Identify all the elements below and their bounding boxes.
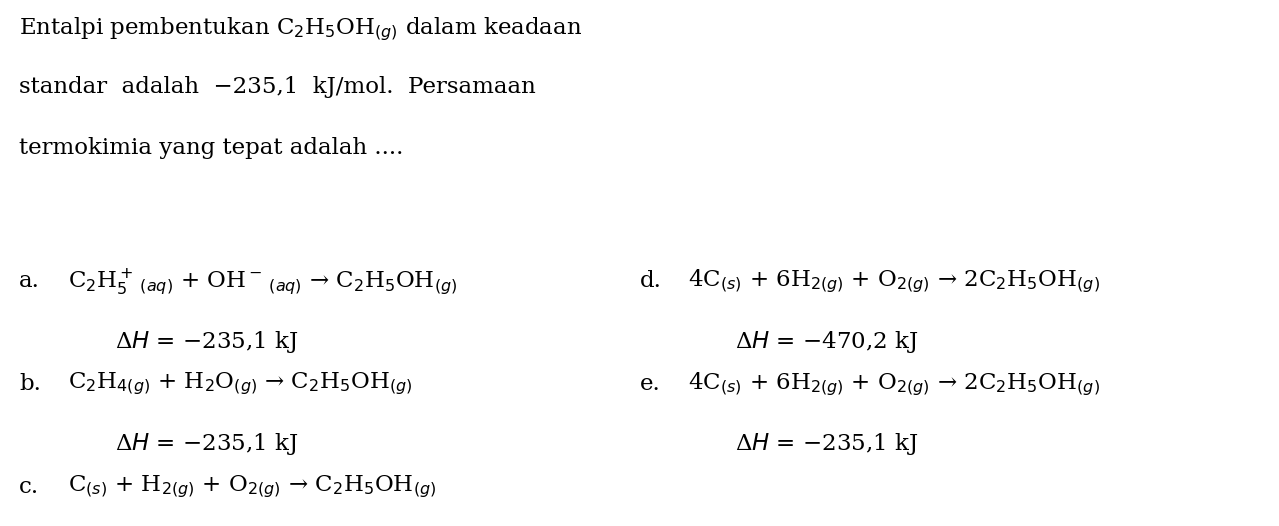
Text: b.: b. (19, 373, 41, 395)
Text: e.: e. (640, 373, 660, 395)
Text: Δ$H$ = −235,1 kJ: Δ$H$ = −235,1 kJ (115, 329, 298, 355)
Text: Entalpi pembentukan C$_2$H$_5$OH$_{(g)}$ dalam keadaan: Entalpi pembentukan C$_2$H$_5$OH$_{(g)}$… (19, 16, 582, 43)
Text: C$_{(s)}$ + H$_{2(g)}$ + O$_{2(g)}$ → C$_2$H$_5$OH$_{(g)}$: C$_{(s)}$ + H$_{2(g)}$ + O$_{2(g)}$ → C$… (68, 473, 436, 500)
Text: Δ$H$ = −235,1 kJ: Δ$H$ = −235,1 kJ (115, 431, 298, 458)
Text: C$_2$H$_{4(g)}$ + H$_2$O$_{(g)}$ → C$_2$H$_5$OH$_{(g)}$: C$_2$H$_{4(g)}$ + H$_2$O$_{(g)}$ → C$_2$… (68, 371, 413, 397)
Text: 4C$_{(s)}$ + 6H$_{2(g)}$ + O$_{2(g)}$ → 2C$_2$H$_5$OH$_{(g)}$: 4C$_{(s)}$ + 6H$_{2(g)}$ + O$_{2(g)}$ → … (688, 370, 1100, 398)
Text: standar  adalah  −235,1  kJ/mol.  Persamaan: standar adalah −235,1 kJ/mol. Persamaan (19, 76, 536, 98)
Text: a.: a. (19, 270, 40, 292)
Text: termokimia yang tepat adalah ....: termokimia yang tepat adalah .... (19, 137, 404, 159)
Text: 4C$_{(s)}$ + 6H$_{2(g)}$ + O$_{2(g)}$ → 2C$_2$H$_5$OH$_{(g)}$: 4C$_{(s)}$ + 6H$_{2(g)}$ + O$_{2(g)}$ → … (688, 268, 1100, 295)
Text: Δ$H$ = −235,1 kJ: Δ$H$ = −235,1 kJ (735, 431, 918, 458)
Text: c.: c. (19, 476, 40, 498)
Text: Δ$H$ = −470,2 kJ: Δ$H$ = −470,2 kJ (735, 329, 918, 355)
Text: d.: d. (640, 270, 661, 292)
Text: C$_2$H$_5^+$$_{\,(aq)}$ + OH$^-$$_{\,(aq)}$ → C$_2$H$_5$OH$_{(g)}$: C$_2$H$_5^+$$_{\,(aq)}$ + OH$^-$$_{\,(aq… (68, 266, 457, 297)
